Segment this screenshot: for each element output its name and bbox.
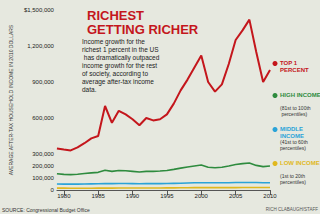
- svg-text:TOP 1: TOP 1: [280, 60, 299, 66]
- svg-text:1,200,000: 1,200,000: [27, 43, 54, 49]
- svg-text:INCOME: INCOME: [280, 133, 304, 139]
- svg-text:300,000: 300,000: [32, 151, 54, 157]
- svg-text:(41st to 60th: (41st to 60th: [280, 138, 310, 145]
- svg-text:percentiles): percentiles): [280, 145, 306, 151]
- svg-text:RICH CLABAUGH/STAFF: RICH CLABAUGH/STAFF: [266, 207, 318, 212]
- svg-text:richest 1 percent in the US: richest 1 percent in the US: [82, 46, 159, 54]
- svg-text:1990: 1990: [126, 193, 140, 199]
- svg-text:1985: 1985: [91, 193, 105, 199]
- svg-text:SOURCE: Congressional Budget O: SOURCE: Congressional Budget Office: [2, 207, 90, 213]
- svg-text:average after-tax income: average after-tax income: [82, 78, 156, 86]
- svg-text:PERCENT: PERCENT: [280, 67, 309, 73]
- svg-text:percentiles): percentiles): [280, 179, 306, 185]
- svg-text:0: 0: [51, 187, 55, 193]
- svg-text:1980: 1980: [57, 193, 71, 199]
- svg-text:Income growth for the: Income growth for the: [82, 38, 147, 46]
- svg-text:2005: 2005: [229, 193, 243, 199]
- svg-text:income growth for the rest: income growth for the rest: [82, 62, 159, 70]
- svg-text:MIDDLE: MIDDLE: [280, 126, 305, 132]
- svg-text:(1st to 20th: (1st to 20th: [280, 172, 307, 179]
- svg-text:900,000: 900,000: [32, 79, 54, 85]
- svg-text:LOW INCOME: LOW INCOME: [280, 160, 320, 166]
- svg-text:AVERAGE AFTER-TAX HOUSEHOLD IN: AVERAGE AFTER-TAX HOUSEHOLD INCOME IN 20…: [8, 24, 14, 175]
- svg-text:600,000: 600,000: [32, 115, 54, 121]
- svg-text:100,000: 100,000: [32, 175, 54, 181]
- svg-text:of society, according to: of society, according to: [82, 70, 150, 78]
- svg-text:200,000: 200,000: [32, 163, 54, 169]
- svg-text:2010: 2010: [263, 193, 277, 199]
- svg-text:HIGH INCOME: HIGH INCOME: [280, 92, 320, 98]
- svg-text:data.: data.: [82, 86, 97, 93]
- svg-text:GETTING RICHER: GETTING RICHER: [87, 22, 199, 37]
- svg-text:1995: 1995: [160, 193, 174, 199]
- svg-text:2000: 2000: [195, 193, 209, 199]
- svg-text:$1,500,000: $1,500,000: [24, 7, 55, 13]
- svg-text:RICHEST: RICHEST: [87, 8, 148, 23]
- svg-text:has dramatically outpaced: has dramatically outpaced: [82, 54, 161, 62]
- svg-text:percentiles): percentiles): [280, 111, 308, 117]
- svg-text:(81st to 100th: (81st to 100th: [280, 104, 311, 111]
